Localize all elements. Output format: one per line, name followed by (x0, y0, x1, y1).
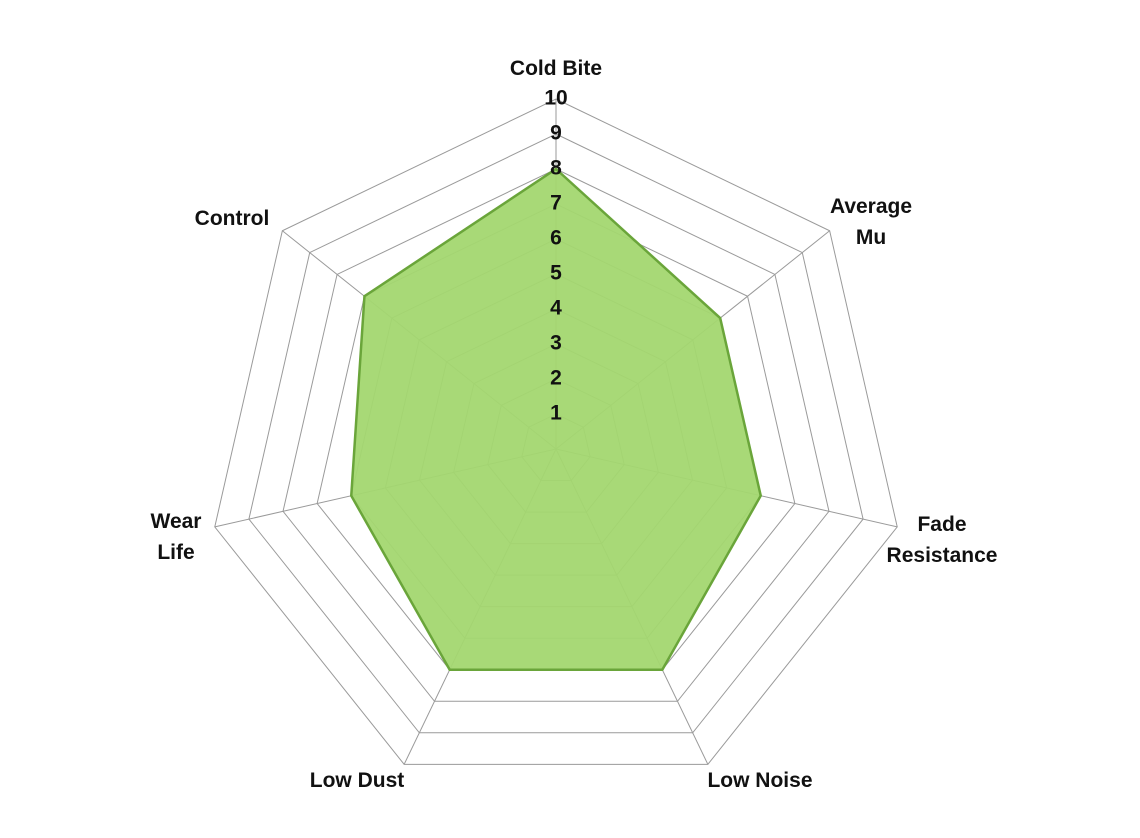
axis-label-line: Low Noise (707, 769, 812, 792)
data-area (349, 167, 763, 671)
axis-label: Cold Bite (510, 57, 602, 80)
axis-label-line: Fade (917, 513, 966, 536)
axis-label-line: Cold Bite (510, 57, 602, 80)
r-tick-label: 1 (550, 402, 562, 425)
axis-label-line: Control (195, 207, 270, 230)
r-tick-label: 2 (550, 367, 562, 390)
axis-label: Wear Life (151, 510, 202, 564)
grid-ring (214, 98, 898, 765)
axis-label-line: Mu (856, 226, 886, 249)
axis-label-line: Resistance (887, 544, 998, 567)
axis-label-line: Wear (151, 510, 202, 533)
axis-label-line: Low Dust (310, 769, 405, 792)
axis-label: Low Dust (310, 769, 405, 792)
r-tick-label: 9 (550, 122, 562, 145)
axis-label: Average Mu (830, 195, 912, 249)
axis-label-line: Average (830, 195, 912, 218)
r-tick-label: 6 (550, 227, 562, 250)
axis-label: Control (195, 207, 270, 230)
r-tick-label: 8 (550, 157, 562, 180)
axis-label: Low Noise (707, 769, 812, 792)
r-tick-label: 7 (550, 192, 562, 215)
axis-label: Fade Resistance (887, 513, 998, 567)
r-tick-label: 5 (550, 262, 562, 285)
r-tick-label: 4 (550, 297, 562, 320)
r-tick-label: 10 (544, 87, 567, 110)
axis-label-line: Life (157, 541, 194, 564)
grid-ring (248, 133, 864, 734)
r-tick-label: 3 (550, 332, 562, 355)
grid-ring (282, 168, 830, 702)
